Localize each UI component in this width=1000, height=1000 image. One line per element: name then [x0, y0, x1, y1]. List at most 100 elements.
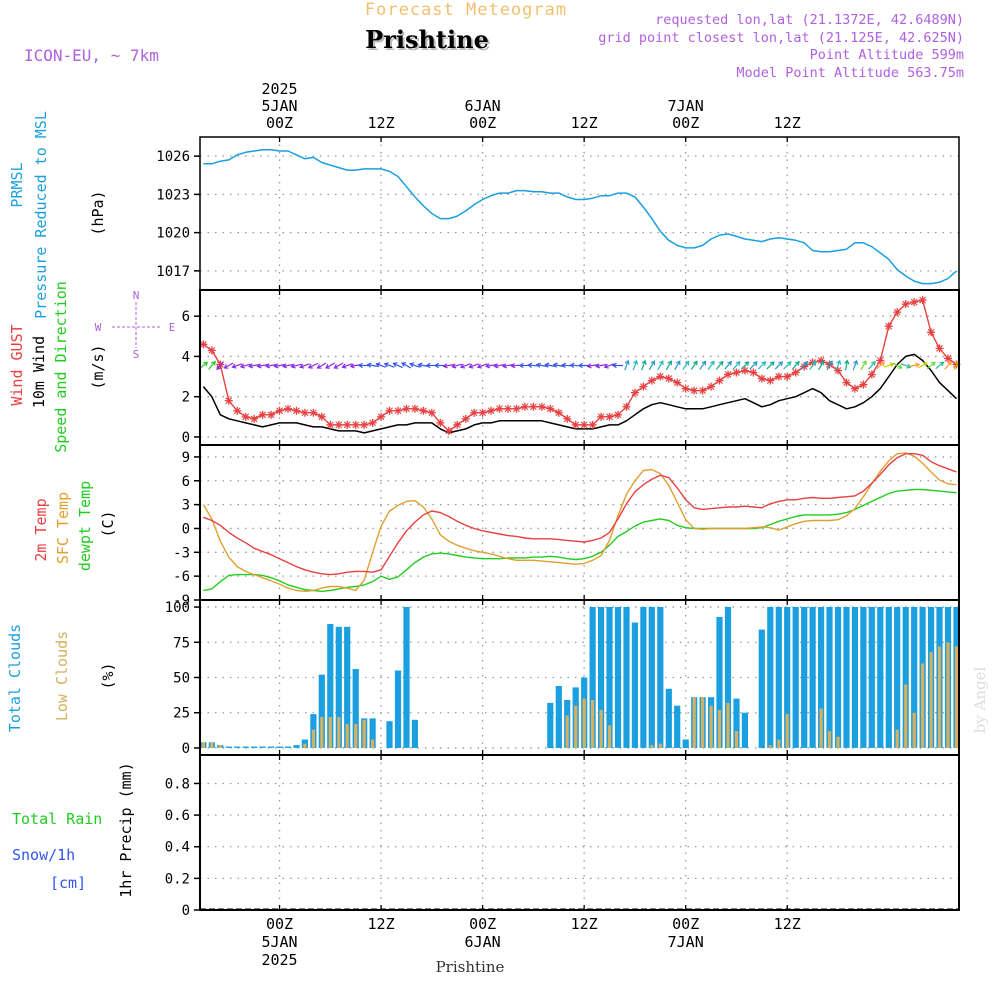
low-cloud-bar: [337, 717, 341, 748]
wind-arrow-head: [586, 363, 592, 369]
gust-marker-stroke: [377, 413, 385, 421]
wind-arrow-head: [510, 363, 516, 369]
low-cloud-bar: [937, 646, 942, 748]
panel-frame: [199, 289, 960, 446]
total-cloud-bar: [767, 607, 774, 748]
wind-direction-arrow: [892, 362, 903, 369]
y-tick-label: 0: [182, 521, 190, 537]
total-cloud-bar: [758, 629, 765, 748]
low-cloud-bar: [362, 719, 366, 748]
wind-direction-arrow: [349, 363, 361, 369]
gust-marker-stroke: [386, 407, 393, 415]
wind-arrow-head: [794, 360, 800, 366]
wind-arrow-shaft: [740, 361, 749, 370]
wind-arrow-shaft: [367, 364, 378, 367]
wind-direction-arrow: [844, 359, 850, 371]
wind-arrow-shaft: [835, 360, 841, 371]
wind-arrow-head: [459, 363, 466, 369]
wind-arrow-head: [434, 362, 440, 369]
gust-marker: [580, 420, 589, 429]
gust-marker: [664, 374, 673, 383]
wind-direction-arrow: [665, 360, 672, 371]
gust-marker-stroke: [758, 375, 766, 382]
low-cloud-bar: [582, 698, 586, 748]
wind-direction-arrow: [375, 362, 386, 368]
wind-arrow-shaft: [868, 361, 876, 370]
wind-direction-arrow: [883, 362, 895, 368]
wind-arrow-shaft: [240, 363, 251, 368]
wind-arrow-shaft: [665, 360, 672, 371]
gust-marker: [724, 370, 732, 379]
wind-direction-arrow: [792, 360, 800, 370]
wind-arrow-head: [375, 362, 381, 368]
gust-marker-stroke: [902, 300, 910, 308]
gust-marker-stroke: [597, 413, 605, 421]
wind-arrow-head: [853, 359, 859, 365]
gust-marker: [419, 406, 428, 415]
wind-arrow-head: [561, 362, 567, 368]
gust-marker-stroke: [267, 411, 275, 419]
total-cloud-bar: [665, 688, 672, 748]
total-cloud-bar: [614, 607, 622, 748]
wind-arrow-shaft: [657, 360, 664, 371]
y-tick-label: 6: [182, 474, 190, 490]
wind-arrow-head: [819, 360, 825, 366]
compass-west-label: W: [95, 321, 102, 334]
bottom-time-label: 6JAN: [465, 933, 501, 951]
compass-north-label: N: [133, 289, 140, 302]
low-cloud-bar: [717, 709, 722, 748]
total-cloud-bar: [293, 745, 300, 748]
pressure-ylabel-long: Pressure Reduced to MSL: [32, 111, 50, 319]
low-cloud-bar: [701, 697, 705, 748]
gust-marker-stroke: [487, 407, 495, 415]
wind-arrow-head: [844, 359, 850, 365]
wind-arrow-head: [710, 360, 715, 366]
gust-marker: [630, 388, 639, 397]
wind-arrow-shaft: [900, 363, 911, 368]
wind-dir-ylabel: Speed and Direction: [52, 281, 70, 453]
gust-marker-stroke: [766, 377, 774, 384]
gust-marker-stroke: [360, 421, 368, 429]
wind-direction-arrow: [552, 362, 564, 368]
wind-arrow-shaft: [783, 361, 792, 370]
wind-arrow-head: [786, 361, 792, 367]
low-cloud-bar: [921, 663, 925, 748]
total-cloud-bar: [911, 607, 918, 748]
total-cloud-bar: [344, 626, 351, 748]
wind-direction-arrow: [909, 362, 921, 368]
wind-arrow-head: [290, 363, 296, 369]
low-cloud-bar: [929, 652, 933, 748]
top-time-label: 2025: [261, 80, 297, 98]
wind-direction-arrow: [273, 363, 285, 369]
wind-arrow-shaft: [944, 361, 952, 370]
gust-marker: [571, 420, 580, 429]
wind-arrow-head: [624, 359, 630, 365]
y-tick-label: 3: [182, 498, 190, 514]
wind-direction-arrow: [392, 362, 403, 369]
low-cloud-bar: [836, 736, 840, 748]
wind-direction-arrow: [749, 361, 758, 370]
y-tick-label: 1017: [156, 264, 190, 280]
low-cloud-bar: [709, 705, 713, 748]
wind-arrow-head: [752, 361, 758, 367]
gust-marker-stroke: [665, 375, 673, 382]
wind-arrow-head: [299, 363, 305, 369]
wind-arrow-shaft: [641, 360, 646, 371]
gust-marker-stroke: [783, 373, 791, 380]
gust-marker: [267, 410, 276, 419]
wind-arrow-shaft: [682, 361, 690, 370]
gust-marker: [427, 408, 436, 417]
gust-marker-stroke: [208, 347, 216, 354]
wind-arrow-head: [603, 363, 609, 369]
y-tick-label: 75: [173, 635, 190, 651]
wind-arrow-head: [684, 360, 690, 366]
gust-marker: [326, 420, 335, 429]
total-cloud-bar: [318, 674, 325, 748]
top-time-label: 7JAN: [668, 97, 704, 115]
wind-arrow-shaft: [892, 362, 902, 369]
gust-marker: [588, 420, 597, 429]
gust-marker: [343, 420, 352, 429]
gust-marker-stroke: [513, 405, 520, 413]
wind-arrow-shaft: [342, 363, 353, 368]
model-altitude: Model Point Altitude 563.75m: [736, 65, 964, 81]
